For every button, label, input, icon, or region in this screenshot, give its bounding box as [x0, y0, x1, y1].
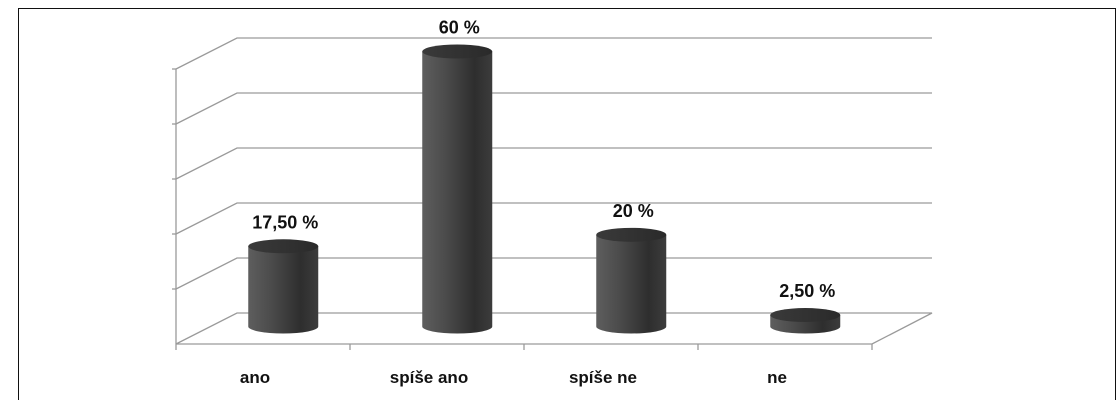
category-label: spíše ne: [569, 368, 637, 387]
chart-frame: [18, 8, 1116, 400]
chart-floor: [175, 312, 933, 345]
category-label: ne: [767, 368, 787, 387]
gridline: [175, 147, 932, 180]
chart-category-labels: ano spíše ano spíše ne ne: [240, 368, 787, 387]
gridline: [175, 257, 932, 290]
chart-bars: [248, 44, 841, 334]
category-label: ano: [240, 368, 270, 387]
bar: [248, 239, 319, 334]
gridline: [175, 92, 932, 125]
gridline: [175, 37, 932, 70]
data-label: 60 %: [439, 18, 480, 38]
data-label: 2,50 %: [779, 281, 835, 301]
bar: [770, 308, 841, 334]
bar: [422, 44, 493, 334]
data-label: 17,50 %: [252, 212, 318, 232]
gridline: [175, 202, 932, 235]
data-label: 20 %: [613, 201, 654, 221]
category-label: spíše ano: [390, 368, 468, 387]
chart-data-labels: 17,50 % 60 % 20 % 2,50 %: [252, 18, 835, 302]
bar: [596, 227, 667, 334]
chart-grid: [172, 37, 933, 350]
